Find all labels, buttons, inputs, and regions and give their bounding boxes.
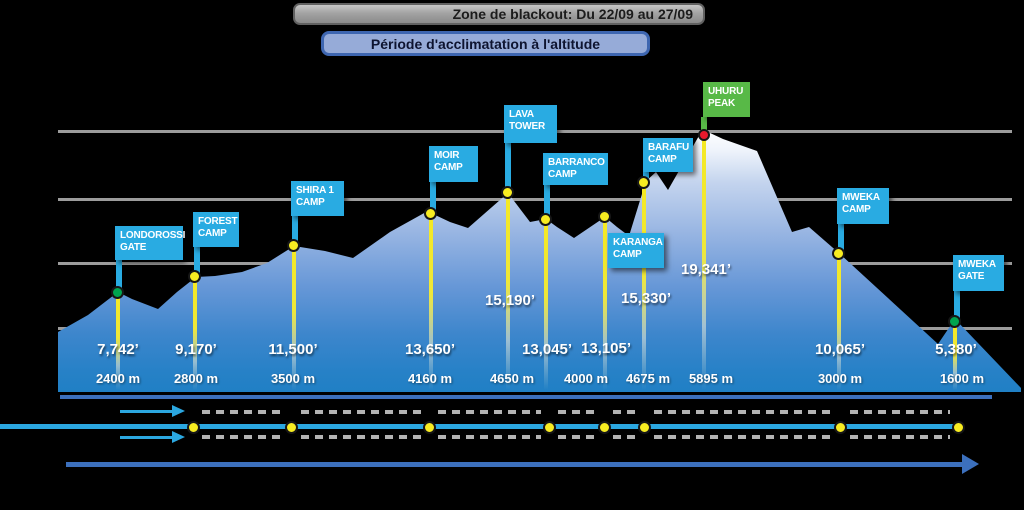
altitude-line-mweka-camp (837, 254, 841, 390)
direction-arrow-icon (120, 436, 172, 439)
altitude-line-karanga (603, 217, 607, 390)
dashed-segment (654, 435, 832, 439)
direction-arrow-head-icon (172, 431, 185, 443)
timeline-dot-forest-camp (187, 421, 200, 434)
altitude-line-moir (429, 214, 433, 390)
direction-arrow-icon (120, 410, 172, 413)
timeline-dot-mweka-camp (834, 421, 847, 434)
camp-dot-barranco-camp (539, 213, 552, 226)
altitude-feet-label: 5,380’ (935, 341, 977, 358)
dashed-segment (438, 410, 541, 414)
direction-arrow-head-icon (172, 405, 185, 417)
timeline-dot-barafu-camp (638, 421, 651, 434)
dashed-segment (850, 435, 950, 439)
flag-londorossi-gate: LONDOROSSI GATE (115, 226, 185, 260)
itinerary-timeline (0, 424, 962, 429)
flag-pole (838, 224, 844, 254)
altitude-meters-label: 3500 m (270, 371, 316, 386)
flag-mweka-camp: MWEKA CAMP (837, 188, 889, 224)
full-route-arrow (66, 462, 962, 467)
altitude-line-forest (193, 277, 197, 390)
timeline-dot-shira-1-camp (285, 421, 298, 434)
altitude-line-barafu (642, 183, 646, 390)
full-route-arrow-head-icon (962, 454, 979, 474)
altitude-meters-label: 2400 m (95, 371, 141, 386)
altitude-line-mweka-gate (953, 322, 957, 390)
timeline-dot-barranco-camp (543, 421, 556, 434)
altitude-feet-label: 9,170’ (175, 341, 217, 358)
flag-pole (430, 182, 436, 214)
flag-pole (116, 260, 122, 293)
flag-pole (954, 291, 960, 322)
altitude-line-lava-tower (506, 193, 510, 390)
flag-barranco-camp: BARRANCO CAMP (543, 153, 608, 185)
camp-dot-karanga-camp (598, 210, 611, 223)
flag-shira-1-camp: SHIRA 1 CAMP (291, 181, 344, 216)
camp-dot-forest-camp (188, 270, 201, 283)
flag-pole (701, 117, 707, 135)
altitude-meters-label: 4650 m (489, 371, 535, 386)
altitude-feet-label: 13,650’ (404, 341, 456, 358)
flag-pole (505, 143, 511, 193)
flag-mweka-gate: MWEKA GATE (953, 255, 1004, 291)
altitude-feet-label: 10,065’ (814, 341, 866, 358)
timeline-dot-karanga-camp (598, 421, 611, 434)
summit-dot-uhuru-peak (698, 129, 710, 141)
dashed-segment (654, 410, 832, 414)
altitude-feet-label: 19,341’ (680, 261, 732, 278)
dashed-segment (558, 410, 596, 414)
dashed-segment (301, 435, 421, 439)
camp-dot-shira-1-camp (287, 239, 300, 252)
timeline-dot-moir-camp (423, 421, 436, 434)
altitude-meters-label: 4675 m (625, 371, 671, 386)
altitude-line-londorossi (116, 293, 120, 390)
dashed-segment (613, 435, 636, 439)
dashed-segment (202, 410, 284, 414)
altitude-line-uhuru (702, 135, 706, 390)
dashed-segment (558, 435, 596, 439)
altitude-meters-label: 5895 m (688, 371, 734, 386)
flag-pole (544, 185, 550, 220)
flag-pole (292, 216, 298, 246)
altitude-line-shira1 (292, 246, 296, 390)
camp-dot-moir-camp (424, 207, 437, 220)
altitude-feet-label: 15,190’ (484, 292, 536, 309)
camp-dot-mweka-camp (832, 247, 845, 260)
dashed-segment (850, 410, 950, 414)
route-top-line (60, 395, 992, 399)
flag-lava-tower: LAVA TOWER (504, 105, 557, 143)
camp-dot-barafu-camp (637, 176, 650, 189)
altitude-feet-label: 13,105’ (580, 340, 632, 357)
altitude-meters-label: 1600 m (939, 371, 985, 386)
flag-karanga-camp: KARANGA CAMP (608, 233, 664, 268)
altitude-line-barranco (544, 220, 548, 390)
dashed-segment (301, 410, 421, 414)
blackout-banner: Zone de blackout: Du 22/09 au 27/09 (293, 3, 705, 25)
dashed-segment (202, 435, 284, 439)
acclimatation-banner: Période d'acclimatation à l'altitude (321, 31, 650, 56)
altitude-meters-label: 4160 m (407, 371, 453, 386)
altitude-meters-label: 4000 m (563, 371, 609, 386)
flag-pole (194, 247, 200, 277)
altitude-meters-label: 3000 m (817, 371, 863, 386)
altitude-feet-label: 15,330’ (620, 290, 672, 307)
timeline-dot-mweka-gate (952, 421, 965, 434)
dashed-segment (438, 435, 541, 439)
altitude-feet-label: 11,500’ (268, 341, 318, 358)
camp-dot-mweka-gate (948, 315, 961, 328)
dashed-segment (613, 410, 636, 414)
camp-dot-lava-tower (501, 186, 514, 199)
gridline (58, 198, 1012, 201)
flag-forest-camp: FOREST CAMP (193, 212, 239, 247)
camp-dot-londorossi-gate (111, 286, 124, 299)
flag-moir-camp: MOIR CAMP (429, 146, 478, 182)
altitude-feet-label: 7,742’ (97, 341, 139, 358)
flag-uhuru-peak: UHURU PEAK (703, 82, 750, 117)
altitude-feet-label: 13,045’ (521, 341, 573, 358)
altitude-meters-label: 2800 m (173, 371, 219, 386)
flag-barafu-camp: BARAFU CAMP (643, 138, 693, 172)
